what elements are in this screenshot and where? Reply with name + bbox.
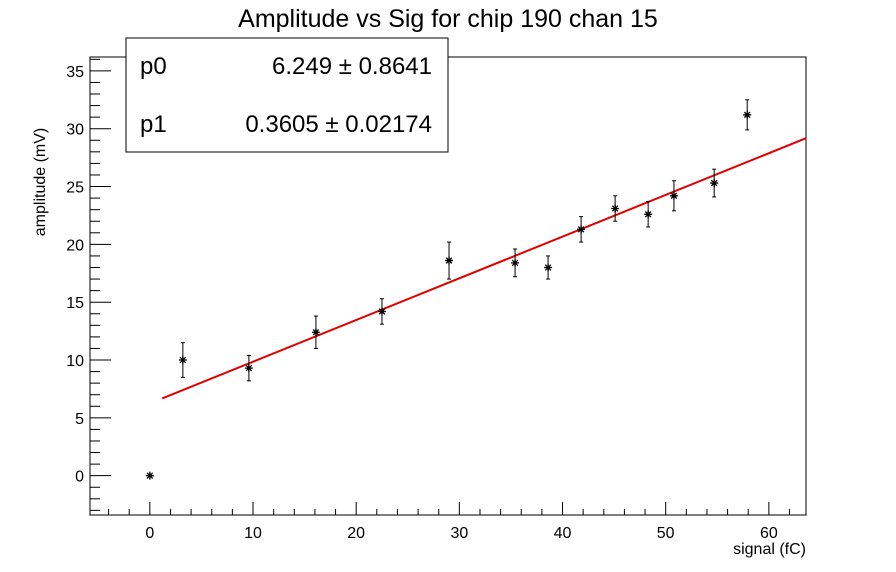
x-tick-label: 20: [347, 525, 365, 542]
x-tick-label: 50: [657, 525, 675, 542]
y-tick-label: 10: [66, 353, 84, 370]
y-tick-label: 0: [75, 469, 84, 486]
star-marker: [377, 307, 386, 316]
star-marker: [244, 364, 253, 373]
star-marker: [178, 356, 187, 365]
data-point: [145, 471, 154, 480]
stat-name: p1: [140, 111, 167, 138]
y-tick-label: 5: [75, 411, 84, 428]
star-marker: [511, 258, 520, 267]
star-marker: [577, 225, 586, 234]
star-marker: [669, 191, 678, 200]
data-point: [178, 342, 187, 378]
data-point: [445, 241, 454, 280]
data-point: [710, 168, 719, 198]
star-marker: [710, 179, 719, 188]
data-point: [311, 315, 320, 349]
chart-title: Amplitude vs Sig for chip 190 chan 15: [238, 5, 658, 33]
y-tick-label: 25: [66, 180, 84, 197]
data-point: [669, 180, 678, 212]
stats-box-frame: [125, 37, 449, 153]
star-marker: [145, 471, 154, 480]
x-tick-label: 10: [244, 525, 262, 542]
data-points: [145, 99, 752, 480]
data-point: [244, 354, 253, 382]
data-point: [577, 216, 586, 243]
x-tick-label: 30: [450, 525, 468, 542]
star-marker: [311, 328, 320, 337]
star-marker: [611, 204, 620, 213]
x-tick-label: 0: [145, 525, 154, 542]
data-point: [377, 298, 386, 325]
star-marker: [445, 256, 454, 265]
star-marker: [743, 110, 752, 119]
star-marker: [544, 263, 553, 272]
stat-value: 0.3605 ± 0.02174: [245, 111, 432, 138]
star-marker: [644, 210, 653, 219]
axes: 0 10 20 30 40 50 60 0 5 10 15 20 25 30 35: [66, 58, 790, 542]
fit-line-group: [161, 137, 807, 400]
data-point: [611, 195, 620, 222]
y-tick-label: 15: [66, 295, 84, 312]
y-axis-label: amplitude (mV): [32, 128, 49, 236]
data-point: [511, 248, 520, 278]
stat-name: p0: [140, 53, 167, 80]
data-point: [743, 99, 752, 131]
stat-value: 6.249 ± 0.8641: [272, 53, 432, 80]
y-tick-label: 30: [66, 122, 84, 139]
fit-line: [161, 137, 807, 400]
data-point: [544, 255, 553, 280]
y-tick-label: 20: [66, 237, 84, 254]
x-tick-label: 60: [760, 525, 778, 542]
x-axis-label: signal (fC): [733, 541, 806, 558]
data-point: [644, 201, 653, 228]
fit-stats-box: p0 6.249 ± 0.8641 p1 0.3605 ± 0.02174: [125, 37, 449, 153]
y-tick-label: 35: [66, 64, 84, 81]
x-tick-label: 40: [554, 525, 572, 542]
